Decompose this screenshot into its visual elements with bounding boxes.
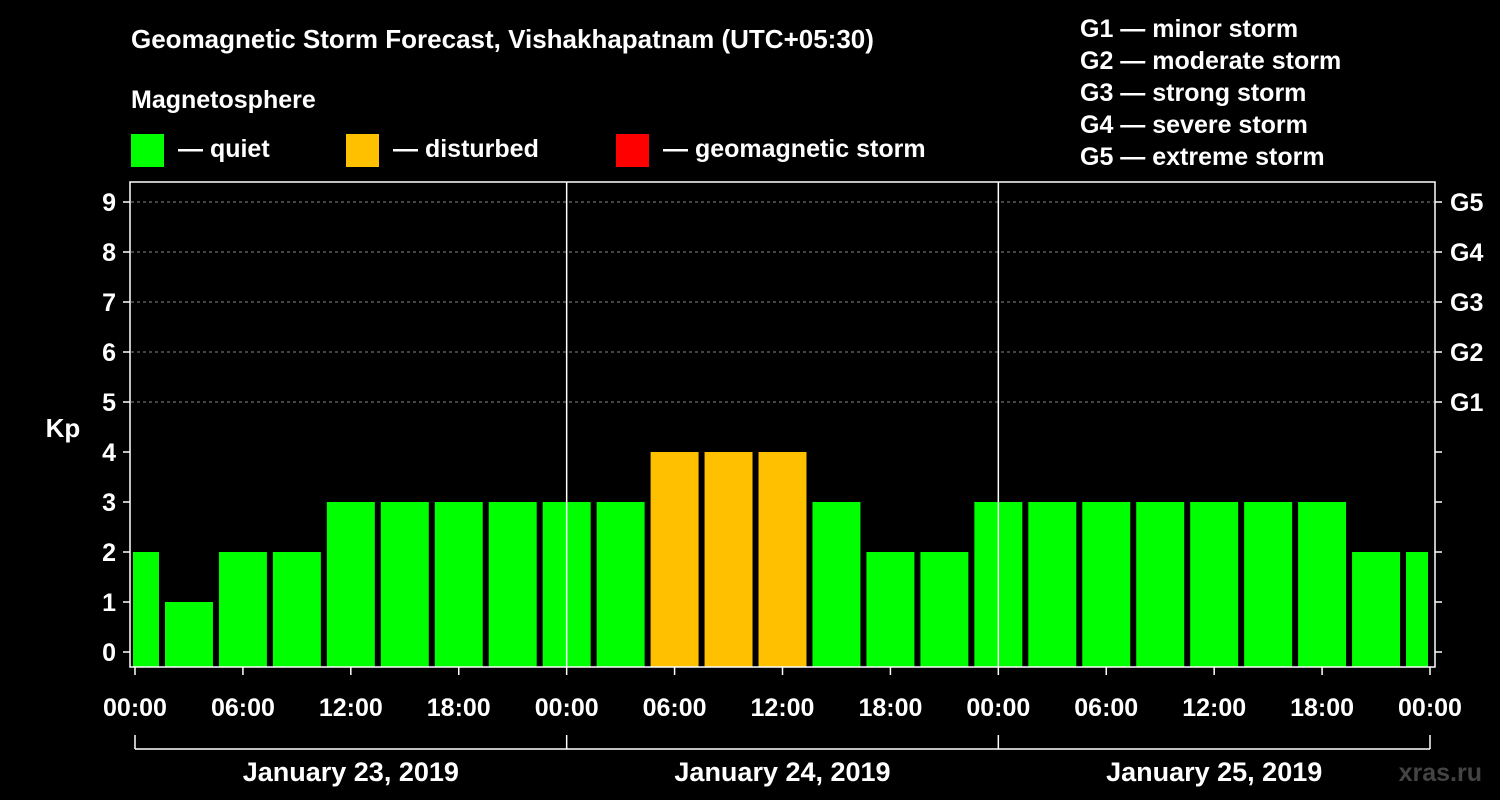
kp-bar-20 [1190, 502, 1239, 667]
legend-swatch-storm [616, 134, 649, 167]
legend-swatch-disturbed [346, 134, 379, 167]
g-level-label-G4: G4 [1450, 239, 1483, 267]
y-tick-label-3: 3 [102, 489, 116, 517]
x-tick-label-1: 06:00 [211, 694, 275, 722]
x-tick-label-4: 00:00 [535, 694, 599, 722]
storm-scale-g4: G4 — severe storm [1080, 111, 1308, 139]
day-label-2: January 25, 2019 [1106, 757, 1322, 787]
kp-bar-13 [812, 502, 861, 667]
x-tick-label-8: 00:00 [966, 694, 1030, 722]
y-tick-label-9: 9 [102, 189, 116, 217]
kp-bar-1 [164, 602, 213, 667]
y-tick-label-5: 5 [102, 389, 116, 417]
y-tick-label-4: 4 [102, 439, 116, 467]
kp-bar-19 [1136, 502, 1185, 667]
storm-scale-g5: G5 — extreme storm [1080, 143, 1325, 171]
x-tick-label-2: 12:00 [319, 694, 383, 722]
y-axis-label: Kp [46, 413, 81, 443]
kp-bar-10 [650, 452, 699, 667]
x-tick-label-11: 18:00 [1290, 694, 1354, 722]
storm-scale-g2: G2 — moderate storm [1080, 47, 1342, 75]
kp-bar-7 [488, 502, 537, 667]
storm-scale-g3: G3 — strong storm [1080, 79, 1307, 107]
kp-bar-12 [758, 452, 807, 667]
y-tick-label-8: 8 [102, 239, 116, 267]
g-level-label-G2: G2 [1450, 339, 1483, 367]
y-tick-label-2: 2 [102, 539, 116, 567]
kp-bar-9 [596, 502, 645, 667]
kp-bar-6 [434, 502, 483, 667]
g-level-label-G5: G5 [1450, 189, 1483, 217]
kp-bar-17 [1028, 502, 1077, 667]
storm-scale-g1: G1 — minor storm [1080, 15, 1299, 43]
kp-bar-15 [920, 552, 969, 667]
x-tick-label-10: 12:00 [1182, 694, 1246, 722]
chart-title: Geomagnetic Storm Forecast, Vishakhapatn… [131, 24, 874, 54]
kp-bar-3 [272, 552, 321, 667]
legend-swatch-quiet [131, 134, 164, 167]
legend-label-quiet: — quiet [178, 135, 270, 163]
kp-bar-18 [1082, 502, 1131, 667]
kp-bar-4 [326, 502, 375, 667]
day-label-0: January 23, 2019 [243, 757, 459, 787]
kp-bar-14 [866, 552, 915, 667]
kp-bar-5 [380, 502, 429, 667]
legend-label-disturbed: — disturbed [393, 135, 539, 163]
x-tick-label-3: 18:00 [427, 694, 491, 722]
g-level-label-G1: G1 [1450, 389, 1483, 417]
x-tick-label-7: 18:00 [858, 694, 922, 722]
y-tick-label-7: 7 [102, 289, 116, 317]
x-tick-label-5: 06:00 [643, 694, 707, 722]
watermark: xras.ru [1399, 759, 1482, 787]
x-tick-label-12: 00:00 [1398, 694, 1462, 722]
kp-bar-24 [1406, 552, 1428, 667]
x-tick-label-6: 12:00 [751, 694, 815, 722]
y-tick-label-6: 6 [102, 339, 116, 367]
kp-bar-0 [133, 552, 159, 667]
kp-bar-11 [704, 452, 753, 667]
legend-label-storm: — geomagnetic storm [663, 135, 926, 163]
y-tick-label-0: 0 [102, 639, 116, 667]
kp-bar-21 [1244, 502, 1293, 667]
x-tick-label-9: 06:00 [1074, 694, 1138, 722]
kp-bar-22 [1298, 502, 1347, 667]
kp-bar-23 [1352, 552, 1401, 667]
legend-heading: Magnetosphere [131, 86, 316, 114]
x-tick-label-0: 00:00 [103, 694, 167, 722]
kp-bar-2 [218, 552, 267, 667]
day-label-1: January 24, 2019 [674, 757, 890, 787]
y-tick-label-1: 1 [102, 589, 116, 617]
g-level-label-G3: G3 [1450, 289, 1483, 317]
